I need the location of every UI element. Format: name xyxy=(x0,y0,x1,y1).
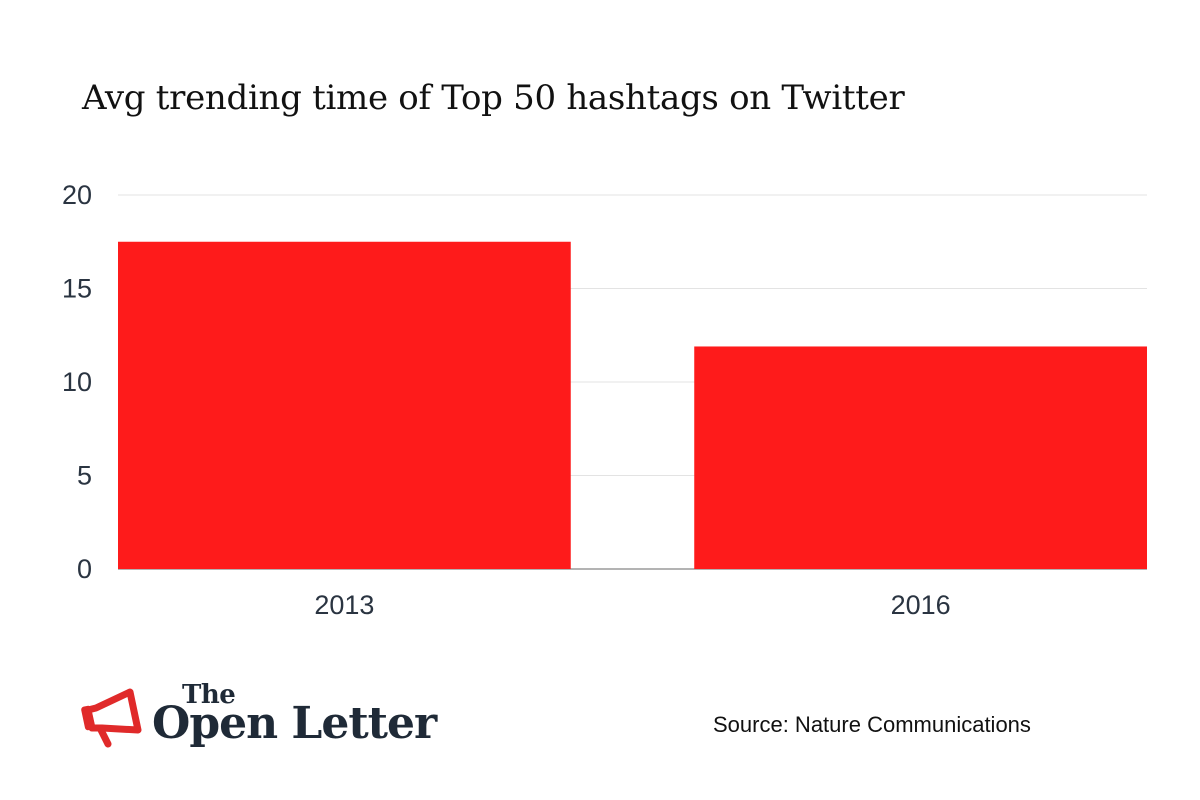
x-category-label: 2016 xyxy=(891,590,951,620)
logo-small-text: The xyxy=(182,680,236,710)
bar-2016 xyxy=(694,346,1147,569)
source-note: Source: Nature Communications xyxy=(713,712,1031,737)
brand-logo: The Open Letter xyxy=(80,680,440,760)
chart-title: Avg trending time of Top 50 hashtags on … xyxy=(82,78,905,118)
bars xyxy=(118,241,1147,569)
y-tick-label: 10 xyxy=(62,367,92,397)
y-tick-label: 0 xyxy=(77,554,92,584)
y-tick-label: 5 xyxy=(77,461,92,491)
logo-main-text: Open Letter xyxy=(152,698,437,749)
y-tick-label: 15 xyxy=(62,274,92,304)
bar-chart: 0 5 10 15 20 2013 2016 xyxy=(62,180,1147,620)
x-axis-labels: 2013 2016 xyxy=(314,590,950,620)
megaphone-icon xyxy=(81,688,142,748)
x-category-label: 2013 xyxy=(314,590,374,620)
bar-2013 xyxy=(118,241,571,569)
y-tick-label: 20 xyxy=(62,180,92,210)
y-axis-ticks: 0 5 10 15 20 xyxy=(62,180,92,584)
